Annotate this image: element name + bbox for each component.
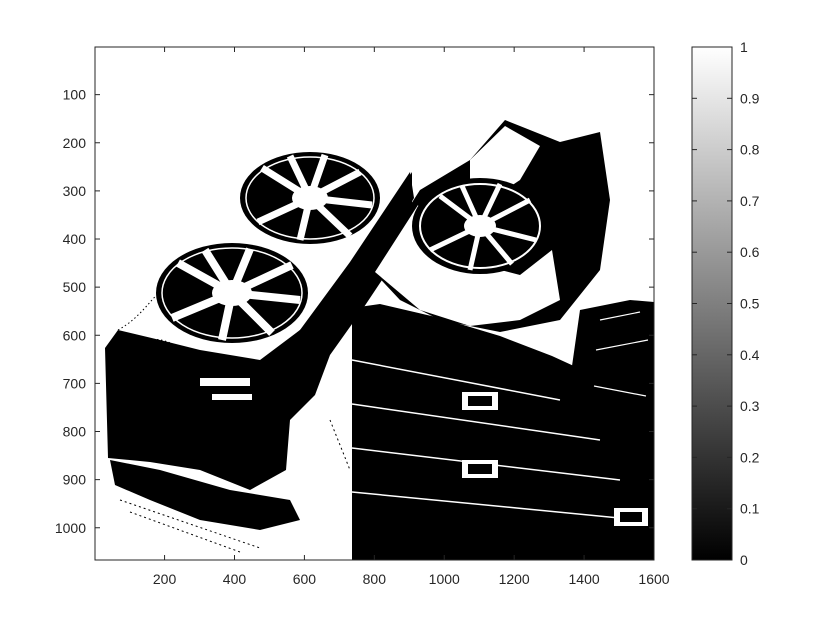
x-tick-label: 600 [293, 571, 317, 587]
x-tick-label: 1200 [499, 571, 530, 587]
colorbar: 0 0.1 0.2 0.3 0.4 0.5 0.6 0.7 0.8 0.9 1 [692, 39, 760, 568]
colorbar-tick-label: 0.2 [740, 449, 760, 465]
colorbar-tick-label: 0.7 [740, 193, 760, 209]
x-tick-label: 400 [223, 571, 247, 587]
x-tick-label: 1600 [638, 571, 669, 587]
y-tick-label: 500 [63, 279, 87, 295]
colorbar-tick-label: 0 [740, 552, 748, 568]
image-plot [95, 47, 654, 560]
y-tick-label: 300 [63, 183, 87, 199]
y-tick-label: 800 [63, 424, 87, 440]
x-tick-label: 200 [153, 571, 177, 587]
left-card-upper-fan [240, 152, 380, 244]
colorbar-tick-label: 0.8 [740, 142, 760, 158]
colorbar-tick-label: 0.3 [740, 398, 760, 414]
y-tick-label: 600 [63, 327, 87, 343]
colorbar-tick-label: 0.5 [740, 296, 760, 312]
x-tick-label: 1000 [429, 571, 460, 587]
y-tick-label: 400 [63, 231, 87, 247]
y-tick-label: 1000 [55, 520, 86, 536]
y-tick-label: 200 [63, 135, 87, 151]
y-tick-label: 900 [63, 472, 87, 488]
x-tick-label: 800 [363, 571, 387, 587]
x-tick-label: 1400 [569, 571, 600, 587]
right-card-fan [412, 178, 548, 274]
colorbar-tick-label: 0.4 [740, 347, 760, 363]
colorbar-tick-label: 0.6 [740, 244, 760, 260]
colorbar-gradient [692, 47, 732, 560]
y-tick-label: 100 [63, 87, 87, 103]
left-card-lower-fan [156, 243, 308, 343]
colorbar-tick-label: 0.9 [740, 90, 760, 106]
colorbar-tick-label: 0.1 [740, 501, 760, 517]
y-tick-label: 700 [63, 375, 87, 391]
colorbar-tick-label: 1 [740, 39, 748, 55]
